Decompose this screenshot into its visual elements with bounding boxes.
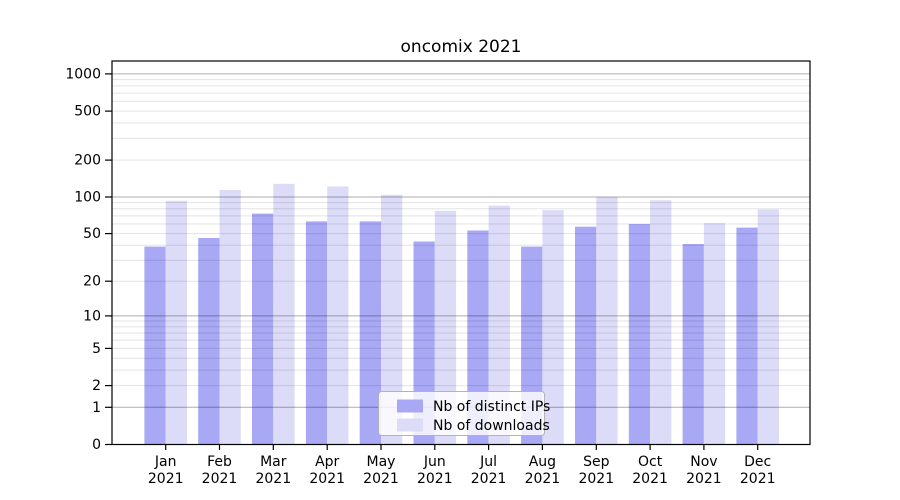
- bar-downloads-mar: [273, 183, 295, 445]
- plot-frame-layer: [111, 60, 811, 446]
- plot-frame: [111, 60, 811, 446]
- x-tick-label-year-jul: 2021: [471, 471, 507, 487]
- axis-layer: 01251020501002005001000Jan2021Feb2021Mar…: [65, 66, 775, 487]
- x-tick-label-month-oct: Oct: [638, 454, 663, 470]
- x-tick-label-month-may: May: [367, 454, 396, 470]
- y-tick-label-50: 50: [83, 226, 101, 242]
- x-tick-label-month-nov: Nov: [690, 454, 717, 470]
- x-tick-label-year-dec: 2021: [740, 471, 776, 487]
- chart-title: oncomix 2021: [401, 37, 522, 57]
- legend-label-distinct-ips: Nb of distinct IPs: [433, 399, 550, 415]
- bar-downloads-may: [381, 194, 403, 445]
- bar-distinct-ips-mar: [252, 213, 274, 445]
- x-tick-label-month-aug: Aug: [529, 454, 556, 470]
- bar-downloads-aug: [542, 210, 564, 445]
- y-tick-label-20: 20: [83, 274, 101, 290]
- bar-downloads-dec: [757, 209, 779, 445]
- x-tick-label-year-aug: 2021: [525, 471, 561, 487]
- bar-distinct-ips-jan: [144, 246, 166, 445]
- bar-distinct-ips-apr: [305, 221, 328, 445]
- x-tick-label-month-mar: Mar: [260, 454, 287, 470]
- bar-distinct-ips-sep: [575, 226, 597, 445]
- bar-downloads-feb: [219, 190, 241, 445]
- bar-downloads-apr: [327, 186, 349, 445]
- x-tick-label-year-sep: 2021: [578, 471, 614, 487]
- bar-downloads-sep: [596, 197, 618, 445]
- y-tick-label-200: 200: [74, 153, 101, 169]
- legend-swatch-distinct-ips: [397, 399, 423, 413]
- bar-distinct-ips-oct: [628, 224, 651, 445]
- x-tick-label-year-jun: 2021: [417, 471, 453, 487]
- bar-downloads-jan: [165, 200, 187, 445]
- x-tick-label-year-apr: 2021: [309, 471, 345, 487]
- x-tick-label-month-sep: Sep: [583, 454, 610, 470]
- x-tick-label-year-nov: 2021: [686, 471, 722, 487]
- bar-downloads-nov: [703, 223, 726, 445]
- x-tick-label-month-jan: Jan: [154, 454, 177, 470]
- y-tick-label-100: 100: [74, 190, 101, 206]
- x-tick-label-year-may: 2021: [363, 471, 399, 487]
- y-tick-label-0: 0: [92, 437, 101, 453]
- x-tick-label-month-jun: Jun: [423, 454, 446, 470]
- bar-distinct-ips-feb: [198, 238, 220, 445]
- legend-label-downloads: Nb of downloads: [433, 418, 550, 434]
- bar-downloads-oct: [650, 200, 672, 445]
- bar-distinct-ips-dec: [736, 227, 758, 445]
- x-tick-label-month-feb: Feb: [207, 454, 232, 470]
- y-tick-label-10: 10: [83, 308, 101, 324]
- y-tick-label-5: 5: [92, 341, 101, 357]
- y-tick-label-1000: 1000: [65, 66, 101, 82]
- y-tick-label-2: 2: [92, 378, 101, 394]
- y-tick-label-500: 500: [74, 104, 101, 120]
- legend-swatch-downloads: [397, 418, 423, 432]
- x-tick-label-month-apr: Apr: [315, 454, 339, 470]
- x-tick-label-year-jan: 2021: [148, 471, 184, 487]
- x-tick-label-month-jul: Jul: [479, 454, 497, 470]
- x-tick-label-year-mar: 2021: [255, 471, 291, 487]
- bar-distinct-ips-nov: [682, 244, 704, 445]
- grid-layer: [112, 73, 810, 408]
- x-tick-label-month-dec: Dec: [744, 454, 771, 470]
- bar-downloads-jul: [488, 205, 510, 445]
- bar-distinct-ips-may: [359, 221, 381, 445]
- bar-downloads-jun: [434, 210, 457, 445]
- x-tick-label-year-feb: 2021: [202, 471, 238, 487]
- y-tick-label-1: 1: [92, 400, 101, 416]
- x-tick-label-year-oct: 2021: [632, 471, 668, 487]
- legend: Nb of distinct IPs Nb of downloads: [378, 391, 550, 436]
